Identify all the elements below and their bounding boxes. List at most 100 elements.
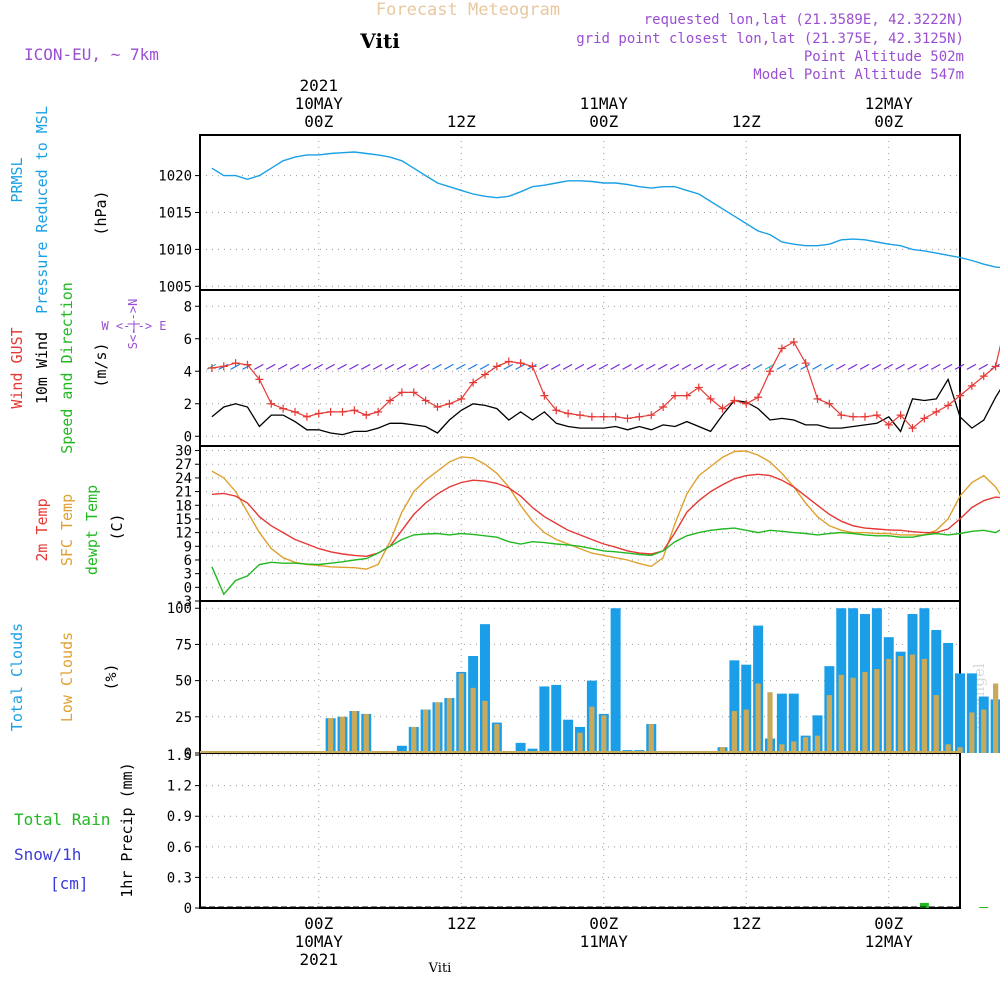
wind-arrow	[444, 363, 454, 370]
wind-gust-marker	[825, 399, 834, 408]
precip-frame	[199, 752, 961, 909]
wind-gust-marker	[849, 412, 858, 421]
wind-gust-marker	[469, 378, 478, 387]
wind-gust-marker	[279, 404, 288, 413]
wind-arrow	[622, 363, 632, 370]
time-axis-labels: PRMSL Pressure Reduced to MSL (hPa) Wind GU…	[8, 76, 913, 969]
precip-ytick-label: 0.6	[167, 840, 192, 856]
wind-arrow	[289, 363, 300, 370]
clouds-ytick-label: 75	[175, 637, 192, 653]
temp-ytick-label: 30	[175, 444, 192, 460]
clouds-ytick-label: 25	[175, 710, 192, 726]
wind-arrow	[408, 363, 419, 370]
precip-bar	[919, 902, 929, 908]
low-cloud-bar	[814, 735, 821, 753]
temp-ytick-label: 0	[184, 580, 192, 596]
chart-title: Forecast Meteogram	[376, 0, 560, 20]
low-cloud-bar	[981, 709, 987, 753]
precip-panel: 0 0.3 0.6 0.9 1.2 1.5	[167, 748, 961, 917]
wind-gust-marker	[386, 396, 394, 405]
wind-gust-marker	[801, 359, 810, 368]
wind-arrow	[788, 363, 799, 370]
temp-unit-label: (C)	[108, 513, 126, 540]
wind-gust-marker	[516, 359, 525, 368]
wind-gust-marker	[481, 370, 489, 379]
precip-ytick-label: 0	[184, 901, 192, 917]
pressure-label-prmsl: PRMSL	[8, 157, 26, 202]
wind-ytick-label: 2	[184, 397, 192, 413]
wind-arrow	[669, 363, 680, 370]
wind-gust-marker	[302, 412, 311, 421]
model-name: ICON-EU, ~ 7km	[24, 45, 159, 64]
wind-gust-marker	[872, 411, 881, 420]
precip-ytick-label: 1.2	[167, 779, 192, 795]
wind-gust-marker	[255, 375, 264, 384]
precip-bar	[979, 906, 989, 908]
compass-we-label: W <-|-> E	[101, 319, 166, 333]
bottom-time-label: 00Z	[874, 914, 903, 933]
low-cloud-bar	[423, 709, 429, 753]
wind-gust-marker	[861, 412, 869, 421]
top-time-label: 00Z	[874, 112, 903, 131]
wind-gust-marker	[944, 401, 953, 410]
compass-ns-label: S<-|->N	[126, 299, 140, 350]
wind-gust-marker	[528, 362, 537, 371]
total-cloud-bar	[812, 715, 823, 753]
low-cloud-bar	[803, 737, 809, 753]
wind-arrow	[693, 363, 704, 370]
low-cloud-bar	[862, 671, 868, 753]
pressure-label-msl: Pressure Reduced to MSL	[33, 106, 51, 314]
low-cloud-bar	[719, 747, 726, 753]
wind-gust-marker	[207, 364, 216, 372]
model-altitude: Model Point Altitude 547m	[753, 67, 964, 83]
top-time-label: 00Z	[304, 112, 333, 131]
temp-ytick-label: 15	[175, 512, 192, 528]
wind-gust-marker	[659, 403, 668, 411]
wind-gust-marker	[314, 409, 323, 418]
low-cloud-bar	[779, 744, 785, 753]
low-cloud-bar	[328, 718, 334, 753]
footer-station: Viti	[428, 961, 452, 976]
wind-arrow	[645, 363, 656, 370]
wind-gust-marker	[754, 393, 763, 402]
low-cloud-bar	[731, 711, 737, 753]
total-clouds-label: Total Clouds	[8, 623, 26, 731]
wind-arrow	[574, 363, 585, 370]
wind-ytick-label: 4	[184, 364, 192, 380]
wind-arrow	[325, 363, 335, 370]
bottom-time-label: 12Z	[732, 914, 761, 933]
temp-ytick-label: 27	[175, 457, 192, 473]
temp-ytick-label: 12	[175, 526, 192, 542]
wind-arrow	[360, 363, 371, 370]
wind-gust-marker	[445, 399, 454, 408]
wind-arrow	[919, 363, 929, 370]
wind-gust-marker	[623, 414, 632, 423]
low-cloud-bar	[826, 695, 832, 753]
low-cloud-bar	[434, 702, 441, 753]
bottom-time-label: 10MAY	[295, 932, 344, 951]
precip-ytick-label: 1.5	[167, 748, 192, 764]
wind-gust-marker	[920, 414, 929, 423]
wind-gust-marker	[694, 383, 703, 392]
low-cloud-bar	[898, 656, 904, 753]
total-cloud-bar	[741, 664, 752, 753]
total-cloud-bar	[551, 684, 562, 753]
wind-ytick-label: 0	[184, 429, 192, 445]
wind-arrow	[384, 363, 395, 370]
wind-ytick-label: 6	[184, 332, 192, 348]
wind-gust-marker	[718, 404, 727, 413]
wind-gust-marker	[362, 411, 371, 420]
wind-ytick-label: 8	[184, 299, 192, 315]
wind-gust-marker	[231, 359, 240, 368]
wind-gust-marker	[635, 412, 644, 421]
wind-gust-marker	[896, 411, 905, 420]
pressure-panel: 1005 1010 1015 1020	[158, 134, 961, 295]
bottom-time-label: 12Z	[447, 914, 476, 933]
low-cloud-bar	[648, 724, 654, 753]
wind-arrow	[467, 363, 478, 370]
wind-panel: 0 2 4 6 8	[184, 289, 961, 447]
wind-gust-marker	[540, 391, 549, 400]
wind-arrow	[740, 363, 751, 370]
wind-gust-marker	[730, 396, 739, 405]
